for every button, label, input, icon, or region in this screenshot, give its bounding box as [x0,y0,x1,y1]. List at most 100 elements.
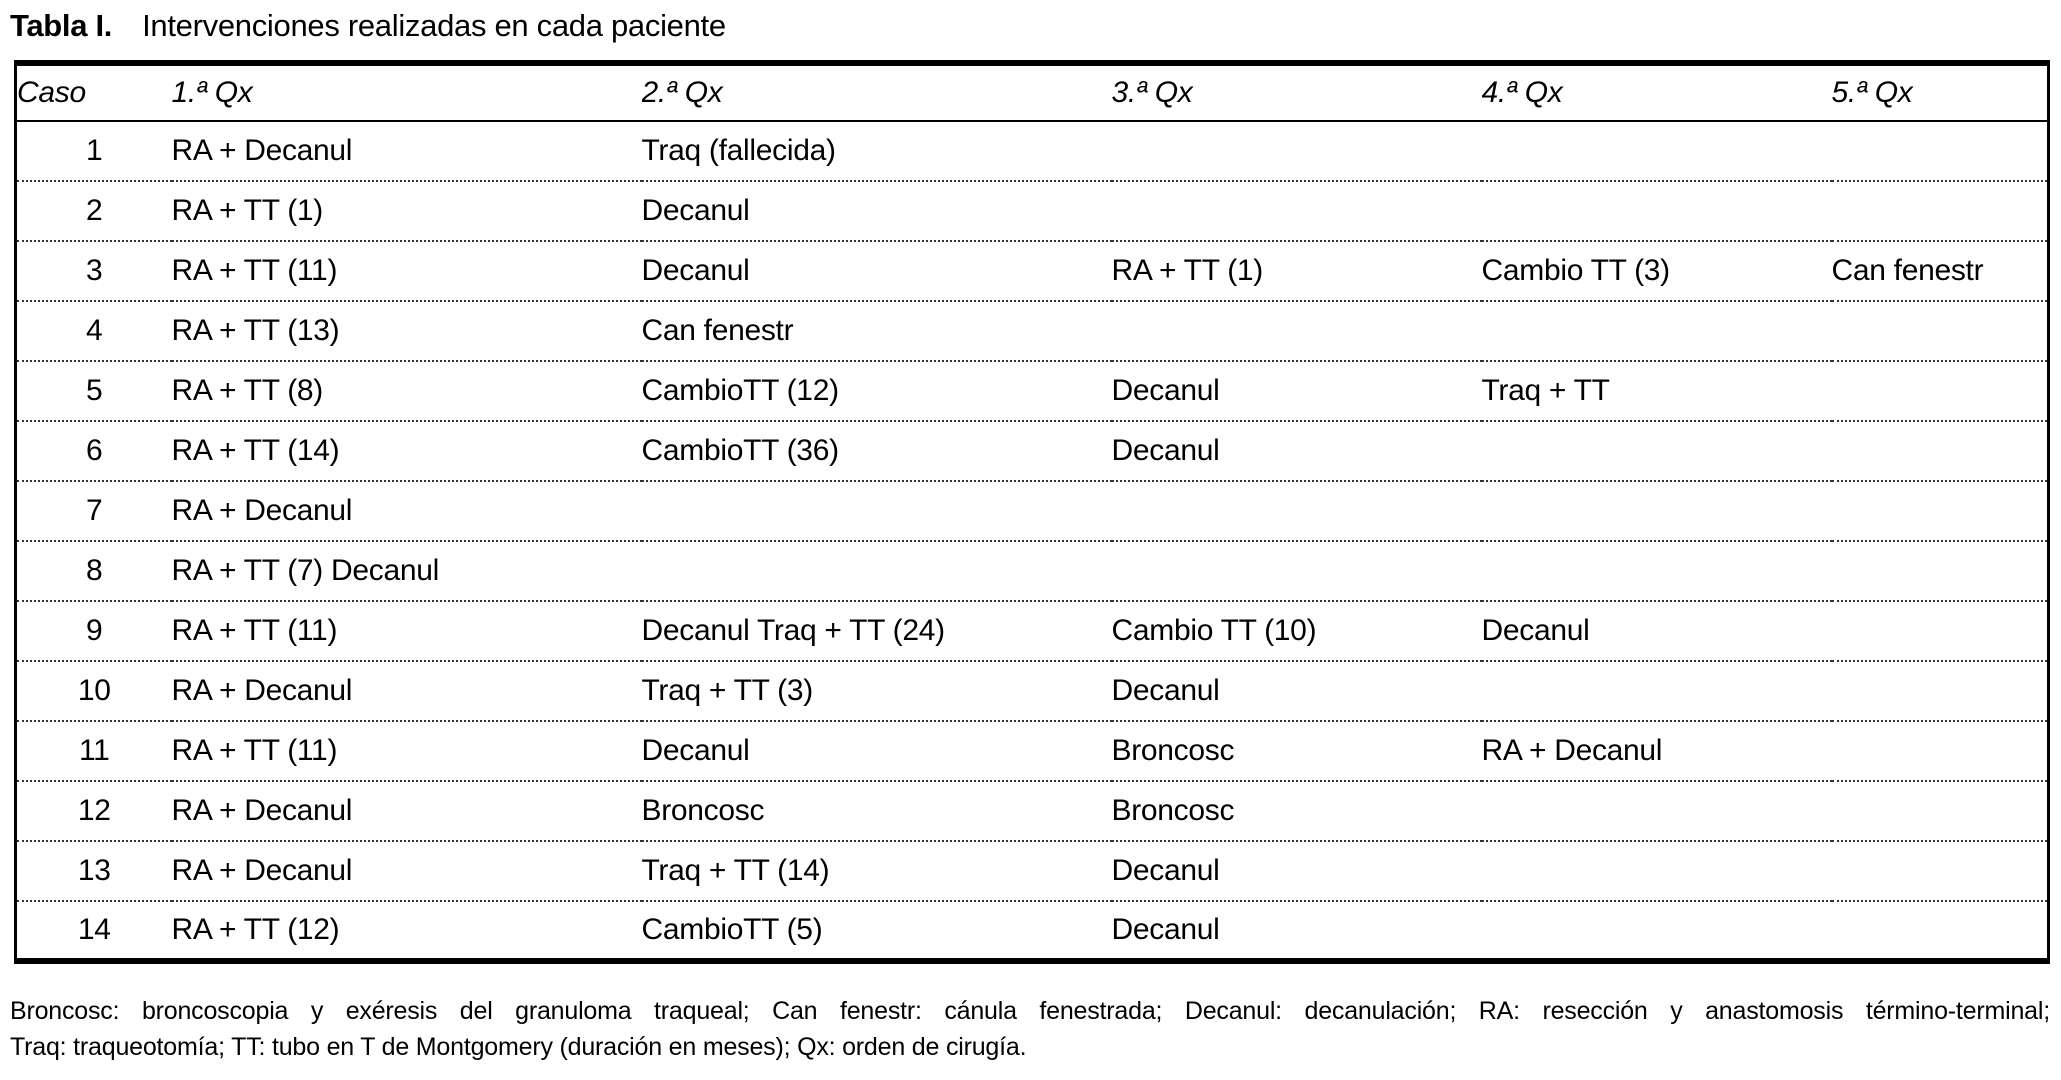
cell-qx5 [1831,181,2049,242]
cell-qx1: RA + TT (11) [171,241,642,302]
cell-qx2: CambioTT (36) [641,421,1112,482]
cell-qx1: RA + TT (7) Decanul [171,541,642,602]
cell-qx3 [1111,181,1482,242]
cell-qx3: Cambio TT (10) [1111,601,1482,662]
cell-qx2: Can fenestr [641,301,1112,362]
cell-qx1: RA + TT (1) [171,181,642,242]
cell-qx1: RA + TT (8) [171,361,642,422]
cell-caso: 11 [15,721,172,782]
cell-qx2: Decanul [641,241,1112,302]
cell-qx3: Decanul [1111,661,1482,722]
cell-qx1: RA + TT (14) [171,421,642,482]
cell-qx2: CambioTT (12) [641,361,1112,422]
cell-qx5 [1831,841,2049,902]
cell-qx4 [1481,181,1832,242]
cell-qx2: Decanul [641,721,1112,782]
cell-caso: 13 [15,841,172,902]
table-row: 8 RA + TT (7) Decanul [15,541,2049,602]
cell-caso: 2 [15,181,172,242]
cell-qx1: RA + TT (12) [171,913,340,946]
table-row: 3 RA + TT (11) Decanul RA + TT (1) Cambio TT… [15,241,2049,302]
cell-caso: 1 [15,121,172,182]
cell-qx5: Can fenestr [1831,241,2049,302]
table-title-label: Tabla I. [10,8,113,43]
cell-qx3: Decanul [1111,361,1482,422]
header-row: Caso 1.ª Qx 2.ª Qx 3.ª Qx 4.ª Qx 5.ª Qx [15,63,2049,122]
cell-caso: 8 [15,541,172,602]
cell-qx3 [1111,121,1482,182]
cell-qx4 [1481,541,1832,602]
cell-qx5 [1831,301,2049,362]
cell-qx3 [1111,301,1482,362]
header-qx2: 2.ª Qx [641,63,1112,122]
cell-qx5 [1831,601,2049,662]
cell-qx1: RA + Decanul [171,781,642,842]
cell-qx2: Decanul Traq + TT (24) [641,601,1112,662]
table-row: 6 RA + TT (14) CambioTT (36) Decanul [15,421,2049,482]
cell-qx5 [1831,481,2049,542]
cell-qx5 [1832,901,2049,961]
cell-qx4 [1481,661,1832,722]
cell-caso: 3 [15,241,172,302]
cell-qx4 [1481,301,1832,362]
table-body: 1 RA + Decanul Traq (fallecida) 2 RA + TT (1… [15,121,2049,961]
cell-qx4: RA + Decanul [1481,721,1832,782]
table-row: 2 RA + TT (1) Decanul [15,181,2049,242]
table-header: Caso 1.ª Qx 2.ª Qx 3.ª Qx 4.ª Qx 5.ª Qx [15,63,2049,122]
cell-caso: 9 [15,601,172,662]
table-title-text: Intervenciones realizadas en cada pacien… [142,8,726,43]
cell-qx3 [1111,541,1482,602]
table-title: Tabla I. Intervenciones realizadas en cad… [10,8,726,44]
cell-qx3: Decanul [1111,913,1220,946]
footnote-line-1: Broncosc: broncoscopia y exéresis del gr… [10,997,2050,1025]
cell-qx5 [1831,781,2049,842]
cell-qx1: RA + Decanul [171,841,642,902]
table-row: 9 RA + TT (11) Decanul Traq + TT (24) Cambi… [15,601,2049,662]
cell-qx2: Traq + TT (14) [641,841,1112,902]
cell-qx3: Broncosc [1111,721,1482,782]
cell-qx1: RA + Decanul [171,481,642,542]
cell-qx2: Traq + TT (3) [641,661,1112,722]
cell-qx3: Broncosc [1111,781,1482,842]
footnote-line-2: Traq: traqueotomía; TT: tubo en T de Mon… [10,1033,1027,1061]
header-qx3: 3.ª Qx [1111,63,1482,122]
header-qx5: 5.ª Qx [1831,63,2049,122]
cell-qx4: Decanul [1481,601,1832,662]
cell-qx3 [1111,481,1482,542]
table-row: 4 RA + TT (13) Can fenestr [15,301,2049,362]
cell-qx1: RA + TT (11) [171,721,642,782]
cell-qx5 [1831,661,2049,722]
table-row: 12 RA + Decanul Broncosc Broncosc [15,781,2049,842]
cell-qx1: RA + TT (11) [171,601,642,662]
table-footnote: Broncosc: broncoscopia y exéresis del gr… [10,993,2050,1065]
cell-qx1: RA + Decanul [171,121,642,182]
header-caso: Caso [15,63,172,122]
cell-caso: 10 [15,661,172,722]
cell-qx4 [1481,841,1832,902]
cell-qx2: Decanul [641,181,1112,242]
cell-qx4 [1481,481,1832,542]
cell-qx2 [641,481,1112,542]
cell-caso: 7 [15,481,172,542]
cell-caso: 6 [15,421,172,482]
cell-qx4 [1481,121,1832,182]
cell-qx2: Broncosc [641,781,1112,842]
table-row: 13 RA + Decanul Traq + TT (14) Decanul [15,841,2049,902]
cell-qx4 [1482,901,1832,961]
cell-caso: 12 [15,781,172,842]
table-row: 10 RA + Decanul Traq + TT (3) Decanul [15,661,2049,722]
cell-qx5 [1831,121,2049,182]
cell-qx5 [1831,541,2049,602]
cell-qx2: Traq (fallecida) [641,121,1112,182]
cell-qx3: RA + TT (1) [1111,241,1482,302]
header-qx4: 4.ª Qx [1481,63,1832,122]
cell-qx4: Traq + TT [1481,361,1832,422]
cell-qx1: RA + Decanul [171,661,642,722]
cell-qx3: Decanul [1111,841,1482,902]
header-qx1: 1.ª Qx [171,63,642,122]
cell-caso: 14 [77,913,111,946]
cell-qx2 [641,541,1112,602]
cell-caso: 4 [15,301,172,362]
cell-qx1: RA + TT (13) [171,301,642,362]
cell-qx5 [1831,721,2049,782]
